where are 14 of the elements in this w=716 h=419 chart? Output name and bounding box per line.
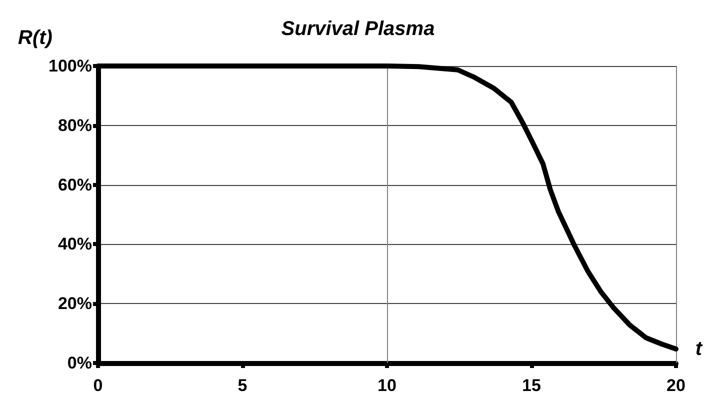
x-tick-label: 20 (666, 376, 686, 395)
x-tick-label: 10 (378, 376, 396, 395)
x-tick-label: 0 (93, 376, 103, 395)
chart-title: Survival Plasma (281, 18, 435, 40)
y-tick-label: 40% (58, 234, 92, 254)
y-tick-label: 20% (58, 294, 92, 314)
y-tick-label: 0% (67, 354, 92, 372)
y-tick-label: 60% (58, 175, 92, 194)
x-tick-label: 5 (238, 376, 248, 395)
x-tick-label: 15 (522, 376, 541, 395)
y-tick-label: 80% (58, 116, 92, 135)
y-tick-label: 100% (48, 56, 92, 76)
x-axis-title: t (695, 338, 704, 360)
y-axis-title: R(t) (18, 27, 53, 49)
